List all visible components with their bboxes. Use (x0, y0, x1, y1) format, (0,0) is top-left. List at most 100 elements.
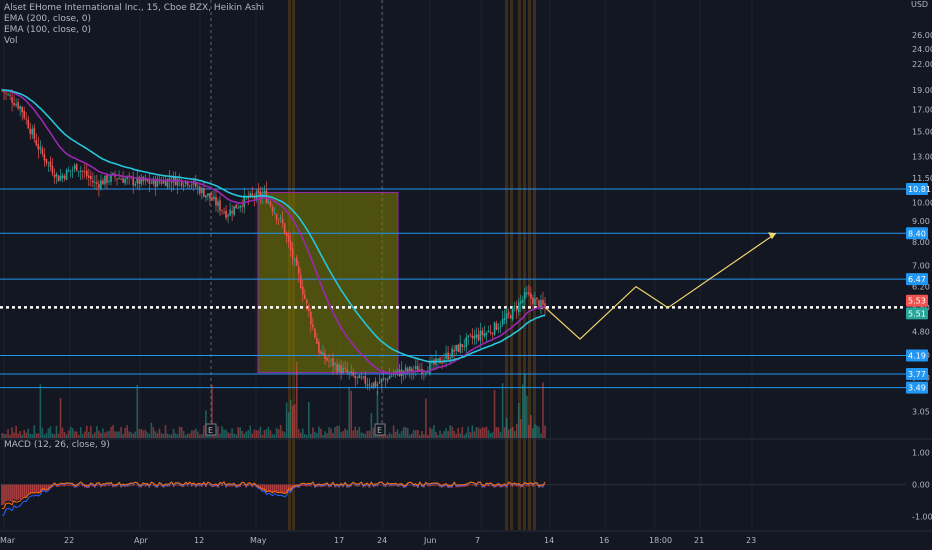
volume-bar (481, 427, 484, 438)
macd-histogram-bar (271, 484, 274, 494)
volume-bar (491, 432, 494, 438)
macd-histogram-bar (479, 484, 482, 486)
candle-body (503, 318, 506, 321)
volume-bar (261, 434, 264, 438)
macd-histogram-bar (118, 484, 120, 486)
volume-bar (475, 427, 478, 438)
macd-histogram-bar (130, 484, 132, 486)
candle-body (13, 102, 15, 106)
macd-histogram-bar (324, 484, 326, 487)
volume-bar (334, 427, 336, 438)
macd-histogram-bar (41, 484, 44, 491)
volume-bar (45, 433, 48, 438)
volume-bar (180, 427, 183, 438)
candle-body (358, 375, 361, 379)
volume-bar (534, 424, 536, 438)
volume-bar (55, 425, 58, 438)
y-tick-label: 4.80 (912, 328, 930, 337)
y-tick-label: 17.00 (912, 105, 932, 114)
macd-histogram-bar (406, 484, 409, 486)
volume-bar (192, 430, 195, 438)
candle-body (124, 178, 126, 184)
volume-bar (31, 434, 34, 438)
candle-body (538, 300, 540, 308)
macd-histogram-bar (509, 484, 512, 487)
volume-bar (269, 430, 272, 438)
y-tick-label: 26.00 (912, 31, 932, 40)
macd-histogram-bar (1, 484, 3, 506)
candle-body (509, 315, 512, 319)
macd-histogram-bar (199, 484, 201, 487)
volume-bar (43, 434, 46, 438)
candle-body (251, 193, 254, 196)
macd-histogram-bar (98, 484, 100, 486)
volume-bar (211, 384, 213, 438)
candle-body (9, 95, 11, 96)
macd-histogram-bar (489, 484, 492, 486)
macd-histogram-bar (150, 484, 153, 486)
candle-body (314, 328, 316, 338)
candle-body (259, 191, 262, 197)
x-tick-label: 24 (377, 536, 387, 545)
candle-body (257, 189, 260, 193)
macd-histogram-bar (431, 484, 433, 486)
macd-tick-label: 0.00 (912, 481, 930, 490)
candle-body (199, 186, 201, 194)
candle-body (473, 336, 476, 339)
volume-bar (170, 434, 173, 438)
candle-body (5, 92, 7, 94)
macd-histogram-bar (197, 484, 199, 487)
macd-histogram-bar (142, 484, 145, 486)
volume-bar (293, 404, 296, 438)
macd-histogram-bar (45, 484, 48, 491)
macd-histogram-bar (487, 484, 490, 487)
x-tick-label: 17 (334, 536, 344, 545)
candle-body (178, 179, 181, 181)
macd-histogram-bar (59, 484, 62, 486)
candle-body (299, 275, 302, 289)
volume-bar (338, 425, 340, 438)
macd-histogram-bar (176, 484, 179, 486)
volume-bar (511, 426, 514, 438)
candle-body (207, 193, 209, 196)
y-tick-label: 11.50 (912, 174, 932, 183)
candle-body (19, 106, 21, 110)
earnings-marker (374, 423, 386, 436)
volume-bar (267, 427, 270, 438)
candle-body (334, 363, 336, 365)
candle-body (362, 376, 365, 378)
candle-body (308, 305, 310, 312)
candle-body (67, 170, 70, 172)
volume-bar (524, 374, 526, 438)
volume-label: Vol (4, 36, 18, 46)
volume-bar (390, 434, 393, 438)
macd-histogram-bar (308, 484, 310, 487)
volume-bar (128, 431, 130, 438)
highlight-bar (523, 0, 526, 530)
candle-body (172, 176, 175, 183)
macd-histogram-bar (388, 484, 391, 487)
macd-histogram-bar (31, 484, 34, 494)
candle-body (96, 182, 98, 184)
macd-histogram-bar (287, 484, 290, 491)
candle-body (194, 181, 197, 187)
volume-bar (92, 434, 94, 438)
candle-body (465, 337, 468, 348)
candle-body (7, 93, 9, 95)
volume-bar (415, 430, 417, 438)
candle-body (71, 169, 74, 171)
volume-bar (136, 384, 139, 438)
candle-body (39, 146, 42, 149)
volume-bar (308, 402, 310, 438)
volume-bar (530, 415, 532, 438)
candle-body (303, 294, 306, 299)
volume-bar (360, 432, 363, 438)
candle-body (437, 358, 439, 361)
volume-bar (75, 431, 78, 438)
candle-body (489, 331, 492, 333)
volume-bar (465, 432, 468, 438)
macd-histogram-bar (299, 484, 302, 487)
candle-body (360, 376, 363, 378)
volume-bar (344, 428, 346, 438)
